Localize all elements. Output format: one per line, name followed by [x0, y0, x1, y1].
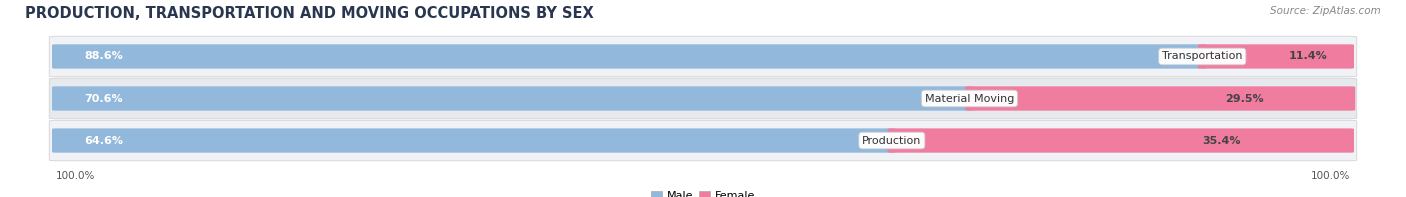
- FancyBboxPatch shape: [1198, 44, 1354, 69]
- Text: Production: Production: [862, 136, 921, 146]
- Text: 29.5%: 29.5%: [1225, 94, 1264, 103]
- Legend: Male, Female: Male, Female: [650, 189, 756, 197]
- FancyBboxPatch shape: [966, 86, 1355, 111]
- Text: PRODUCTION, TRANSPORTATION AND MOVING OCCUPATIONS BY SEX: PRODUCTION, TRANSPORTATION AND MOVING OC…: [25, 6, 595, 21]
- Text: 100.0%: 100.0%: [56, 171, 96, 181]
- Text: Material Moving: Material Moving: [925, 94, 1014, 103]
- FancyBboxPatch shape: [52, 128, 896, 153]
- Text: Transportation: Transportation: [1161, 51, 1243, 61]
- Text: 64.6%: 64.6%: [84, 136, 124, 146]
- Text: 100.0%: 100.0%: [1310, 171, 1350, 181]
- Text: Source: ZipAtlas.com: Source: ZipAtlas.com: [1270, 6, 1381, 16]
- FancyBboxPatch shape: [887, 128, 1354, 153]
- Text: 11.4%: 11.4%: [1289, 51, 1327, 61]
- Text: 70.6%: 70.6%: [84, 94, 122, 103]
- FancyBboxPatch shape: [49, 120, 1357, 161]
- FancyBboxPatch shape: [52, 44, 1206, 69]
- Text: 35.4%: 35.4%: [1202, 136, 1241, 146]
- FancyBboxPatch shape: [49, 78, 1357, 119]
- FancyBboxPatch shape: [52, 86, 974, 111]
- FancyBboxPatch shape: [49, 36, 1357, 77]
- Text: 88.6%: 88.6%: [84, 51, 124, 61]
